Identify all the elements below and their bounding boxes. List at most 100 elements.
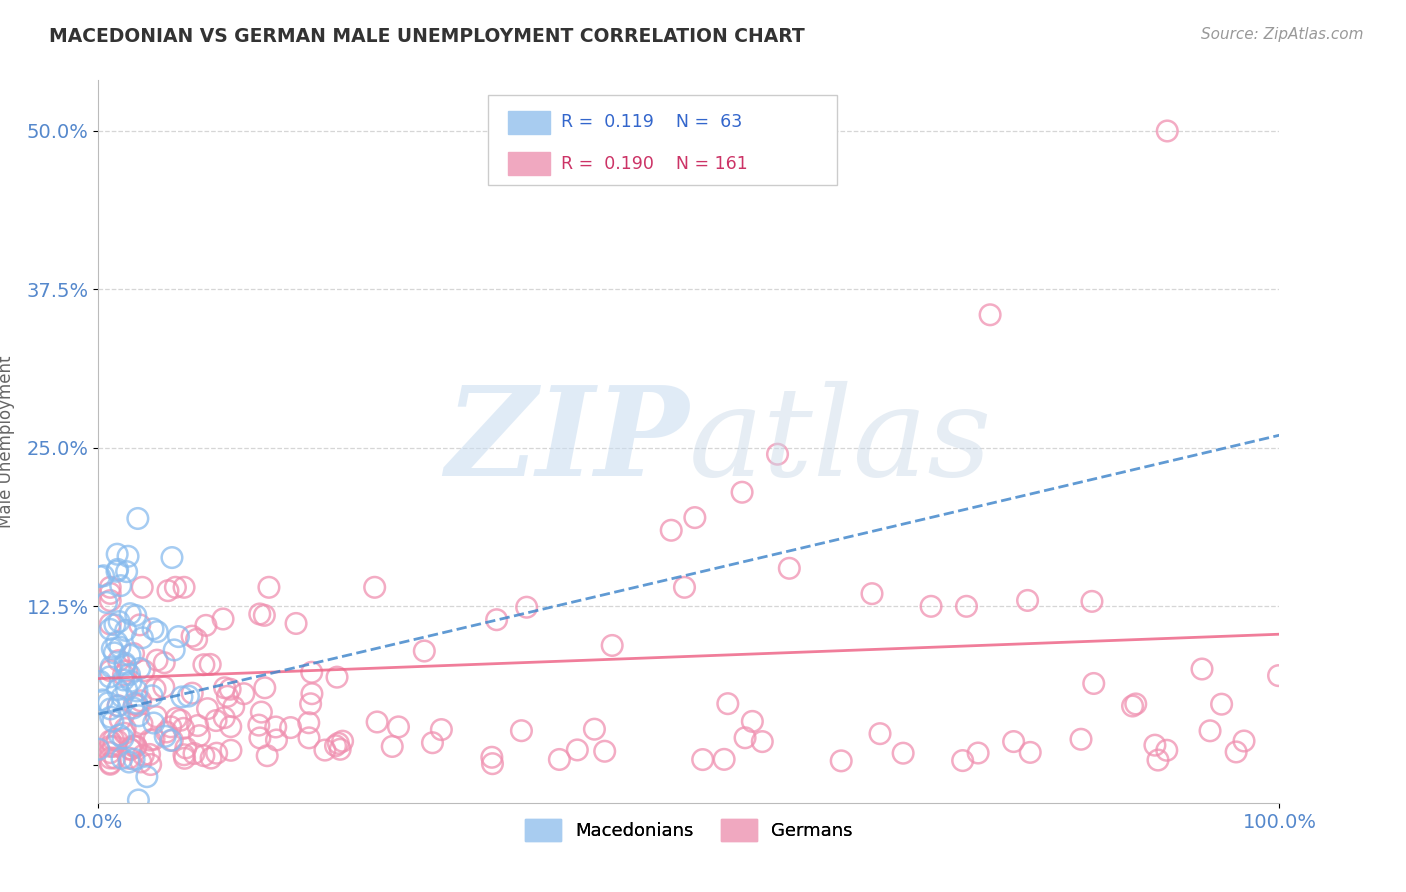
Point [98, 756, 121, 771]
Point [108, 728, 131, 742]
Point [731, 485, 754, 500]
Point [673, 580, 696, 594]
Point [1225, 745, 1247, 759]
Point [98, 580, 121, 594]
Point [1199, 723, 1222, 738]
Point [187, 718, 209, 732]
Point [205, 714, 228, 728]
Point [131, 631, 153, 645]
Point [253, 608, 276, 623]
Point [98, 734, 121, 748]
Point [173, 580, 195, 594]
Point [212, 612, 235, 626]
Point [165, 711, 187, 725]
Point [250, 705, 273, 719]
Point [115, 664, 138, 678]
Point [167, 630, 190, 644]
Point [114, 722, 136, 736]
Point [280, 721, 302, 735]
Point [170, 690, 193, 704]
Point [128, 661, 150, 675]
Point [326, 670, 349, 684]
Point [593, 744, 616, 758]
Point [155, 729, 177, 743]
Point [219, 743, 242, 757]
Point [107, 698, 129, 713]
Point [194, 618, 217, 632]
Point [516, 600, 538, 615]
Point [145, 709, 167, 723]
Point [98, 751, 121, 765]
Point [952, 754, 974, 768]
Point [1143, 738, 1166, 752]
Point [183, 747, 205, 761]
Point [153, 656, 176, 670]
Point [100, 710, 122, 724]
Point [91, 693, 114, 707]
Point [132, 664, 155, 678]
Point [266, 733, 288, 747]
Point [485, 613, 508, 627]
Point [162, 733, 184, 747]
Point [860, 587, 883, 601]
Point [129, 694, 152, 708]
Point [174, 740, 197, 755]
Point [186, 632, 208, 647]
Point [131, 580, 153, 594]
Point [107, 654, 129, 668]
Point [253, 681, 276, 695]
Point [955, 599, 977, 614]
Point [1191, 662, 1213, 676]
Point [128, 618, 150, 632]
Point [103, 646, 125, 660]
Point [129, 755, 152, 769]
Point [422, 736, 444, 750]
Point [413, 644, 436, 658]
Point [108, 640, 131, 654]
Point [285, 616, 308, 631]
Point [111, 690, 134, 704]
Point [118, 755, 141, 769]
Point [1156, 124, 1178, 138]
Point [173, 747, 195, 762]
Point [741, 714, 763, 729]
Point [830, 754, 852, 768]
Point [979, 308, 1001, 322]
Point [97, 696, 120, 710]
Point [387, 720, 409, 734]
Point [481, 750, 503, 764]
Point [120, 742, 142, 756]
Point [181, 686, 204, 700]
Point [98, 757, 121, 772]
Text: ZIP: ZIP [446, 381, 689, 502]
Point [1017, 593, 1039, 607]
Point [125, 696, 148, 710]
Point [127, 698, 149, 713]
Point [87, 742, 110, 756]
Point [159, 720, 181, 734]
Point [128, 708, 150, 723]
Point [101, 641, 124, 656]
Point [117, 549, 139, 564]
Point [107, 562, 129, 576]
Point [105, 547, 128, 561]
Point [143, 732, 166, 747]
Point [548, 752, 571, 766]
Point [98, 739, 121, 754]
Text: MACEDONIAN VS GERMAN MALE UNEMPLOYMENT CORRELATION CHART: MACEDONIAN VS GERMAN MALE UNEMPLOYMENT C… [49, 27, 806, 45]
Point [89, 674, 111, 689]
Point [713, 752, 735, 766]
Point [163, 643, 186, 657]
Point [125, 739, 148, 754]
Point [217, 690, 239, 704]
Point [127, 793, 149, 807]
Point [125, 608, 148, 623]
Point [249, 607, 271, 621]
Point [249, 731, 271, 745]
Point [132, 748, 155, 763]
Point [222, 699, 245, 714]
Point [155, 725, 177, 739]
Point [301, 687, 323, 701]
Point [600, 639, 623, 653]
Point [325, 739, 347, 753]
